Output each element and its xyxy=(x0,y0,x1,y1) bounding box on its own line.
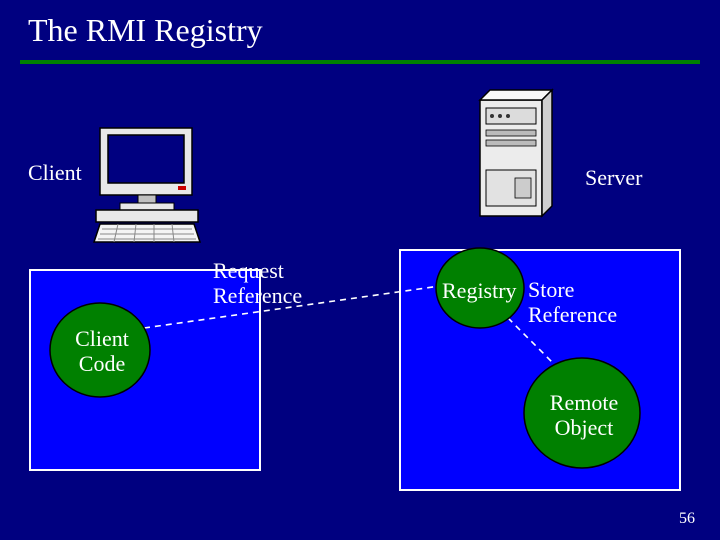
client-code-line1: Client xyxy=(75,326,129,351)
store-reference-line2: Reference xyxy=(528,302,617,327)
client-code-label: Client Code xyxy=(74,326,130,377)
request-reference-line2: Reference xyxy=(213,283,302,308)
store-reference-label: Store Reference xyxy=(528,277,617,328)
page-number: 56 xyxy=(679,510,695,528)
registry-label: Registry xyxy=(442,278,517,303)
request-reference-label: Request Reference xyxy=(213,258,302,309)
client-label: Client xyxy=(28,160,82,185)
remote-object-line1: Remote xyxy=(550,390,618,415)
server-tower-icon xyxy=(480,90,552,216)
diagram-svg xyxy=(0,0,720,540)
request-reference-line1: Request xyxy=(213,258,284,283)
server-label: Server xyxy=(585,165,642,190)
slide: The RMI Registry xyxy=(0,0,720,540)
store-reference-line1: Store xyxy=(528,277,574,302)
client-code-line2: Code xyxy=(79,351,125,376)
remote-object-line2: Object xyxy=(555,415,614,440)
client-computer-icon xyxy=(94,128,200,242)
remote-object-label: Remote Object xyxy=(548,390,620,441)
